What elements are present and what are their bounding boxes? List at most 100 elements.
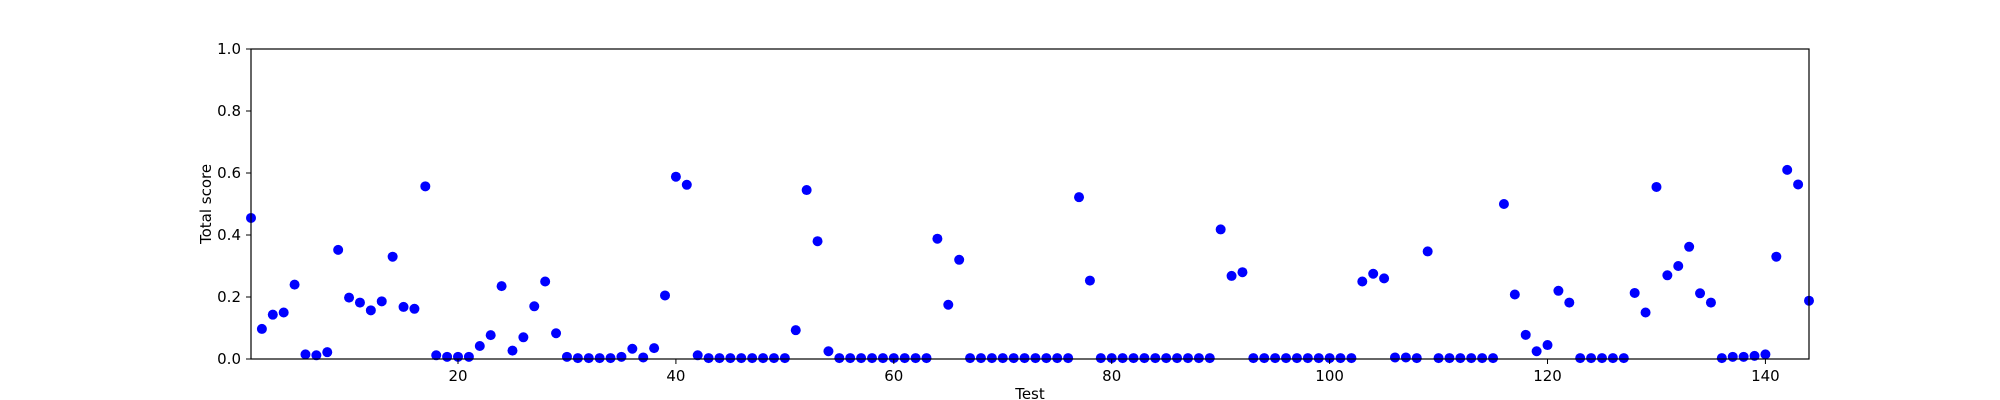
data-point xyxy=(758,353,769,364)
data-point xyxy=(1215,224,1226,235)
x-tick-label: 40 xyxy=(666,367,685,385)
data-point xyxy=(1564,297,1575,308)
data-point xyxy=(1596,353,1607,364)
data-point xyxy=(365,305,376,316)
data-point xyxy=(1335,353,1346,364)
data-point xyxy=(1302,353,1313,364)
data-point xyxy=(1705,297,1716,308)
data-point xyxy=(877,353,888,364)
data-point xyxy=(1084,275,1095,286)
data-point xyxy=(1684,241,1695,252)
data-point xyxy=(1477,353,1488,364)
data-point xyxy=(681,179,692,190)
data-point xyxy=(812,236,823,247)
data-point xyxy=(1444,353,1455,364)
data-point xyxy=(1259,353,1270,364)
data-point xyxy=(485,330,496,341)
data-point xyxy=(540,276,551,287)
data-point xyxy=(344,292,355,303)
data-point xyxy=(856,353,867,364)
data-point xyxy=(768,353,779,364)
data-point xyxy=(1270,353,1281,364)
x-axis-label: Test xyxy=(1014,385,1045,400)
data-point xyxy=(790,325,801,336)
data-point xyxy=(1509,289,1520,300)
data-point xyxy=(496,281,507,292)
data-point xyxy=(322,347,333,358)
data-point xyxy=(1052,353,1063,364)
data-point xyxy=(1389,352,1400,363)
data-point xyxy=(1488,353,1499,364)
data-point xyxy=(354,297,365,308)
data-point xyxy=(551,328,562,339)
data-point xyxy=(1618,353,1629,364)
data-point xyxy=(997,353,1008,364)
data-point xyxy=(1498,199,1509,209)
data-point xyxy=(638,352,649,363)
data-point xyxy=(1422,246,1433,257)
data-point xyxy=(1586,353,1597,364)
data-point xyxy=(300,349,311,360)
x-tick-label: 100 xyxy=(1315,367,1344,385)
data-point xyxy=(910,353,921,364)
data-point xyxy=(703,353,714,364)
data-point xyxy=(954,254,965,265)
data-point xyxy=(899,353,910,364)
y-axis-ticks: 0.0 0.2 0.4 0.6 0.8 1.0 xyxy=(217,40,251,368)
data-point xyxy=(605,353,616,364)
data-point xyxy=(1281,353,1292,364)
data-point xyxy=(627,343,638,354)
data-point xyxy=(1106,353,1117,364)
data-point xyxy=(1520,329,1531,340)
data-point xyxy=(1531,346,1542,357)
data-point xyxy=(1139,353,1150,364)
data-point xyxy=(1324,353,1335,364)
y-tick-label: 0.6 xyxy=(217,164,241,182)
y-axis-label: Total score xyxy=(197,164,215,245)
data-point xyxy=(1346,353,1357,364)
data-point xyxy=(725,353,736,364)
data-point xyxy=(518,332,529,343)
data-point xyxy=(256,323,267,334)
data-point xyxy=(1455,353,1466,364)
data-point xyxy=(888,353,899,364)
data-point xyxy=(333,244,344,255)
data-point xyxy=(1204,353,1215,364)
data-point xyxy=(442,351,453,362)
data-point xyxy=(1161,353,1172,364)
data-point xyxy=(267,309,278,320)
data-point xyxy=(801,185,812,196)
data-point xyxy=(670,171,681,182)
data-point xyxy=(1607,353,1618,364)
data-point xyxy=(1248,353,1259,364)
data-point xyxy=(398,301,409,312)
data-point xyxy=(278,307,289,318)
data-point xyxy=(747,353,758,364)
data-point xyxy=(1063,353,1074,364)
data-point xyxy=(1629,287,1640,298)
data-point xyxy=(1193,353,1204,364)
data-point xyxy=(921,353,932,364)
data-point xyxy=(1128,353,1139,364)
y-tick-label: 0.0 xyxy=(217,350,241,368)
data-point xyxy=(1117,353,1128,364)
data-point xyxy=(1313,353,1324,364)
data-point xyxy=(1237,267,1248,278)
data-point xyxy=(1379,273,1390,284)
x-tick-label: 120 xyxy=(1533,367,1562,385)
data-point xyxy=(660,290,671,301)
data-point xyxy=(823,346,834,357)
x-tick-label: 20 xyxy=(448,367,467,385)
data-point xyxy=(1433,353,1444,364)
x-tick-label: 60 xyxy=(884,367,903,385)
data-point xyxy=(387,251,398,262)
x-tick-label: 80 xyxy=(1102,367,1121,385)
data-point xyxy=(594,353,605,364)
data-point xyxy=(1553,285,1564,296)
data-point xyxy=(1771,251,1782,262)
data-point xyxy=(1400,352,1411,363)
data-point xyxy=(1727,351,1738,362)
data-point xyxy=(692,350,703,361)
data-point xyxy=(1030,353,1041,364)
